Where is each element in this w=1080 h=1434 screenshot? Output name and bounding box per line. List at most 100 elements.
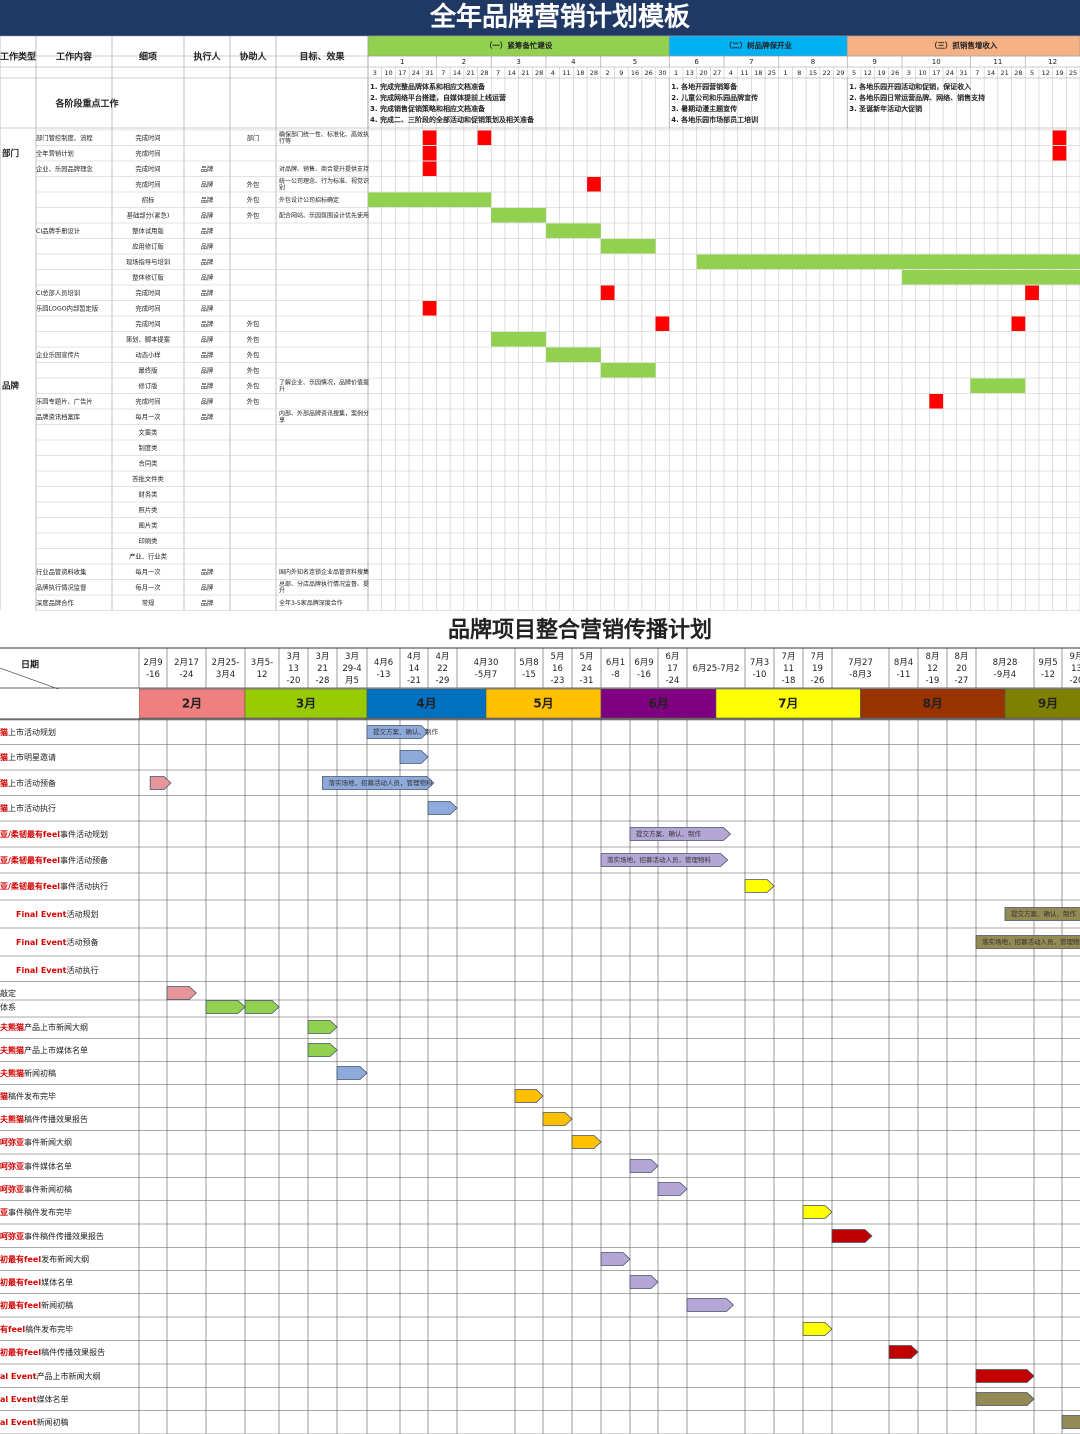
text-line: 2月25- (212, 658, 240, 668)
text-line: 3月 (287, 652, 301, 662)
task-text: 产品上市新闻大纲 (24, 1022, 88, 1032)
month-band-label: 2月 (182, 697, 202, 711)
task-label: 亚/柔韧最有feel事件活动规划 (0, 829, 108, 839)
task-arrow (1004, 907, 1080, 921)
week-label: 8月 20 -27 (955, 652, 969, 686)
task-label: 猫稿件发布完毕 (0, 1091, 56, 1101)
task-highlight: 猫 (0, 803, 8, 813)
text-line: 外包设计公司招标确定 (279, 195, 339, 203)
task-arrow (1061, 1415, 1080, 1429)
text-line: -28 (316, 676, 330, 686)
work-content: 品牌执行情况监督 (36, 582, 86, 591)
phase-goal: 3. 暑期动漫主题宣传 (671, 104, 737, 113)
goal: 确保部门统一性、标准化、高效执行等 (279, 130, 369, 145)
day-label: 2 (606, 69, 610, 77)
text-line: 内部、外部品牌资讯搜集，案例分 (279, 409, 369, 417)
month-band-label: 5月 (533, 697, 553, 711)
label-band (0, 689, 139, 718)
owner: 品牌 (201, 226, 214, 235)
text-line: 13 (1071, 664, 1080, 674)
text-line: -24 (666, 676, 680, 686)
task-highlight: 初最有feel (0, 1300, 41, 1310)
day-label: 19 (877, 69, 885, 77)
text-line: -19 (926, 676, 940, 686)
assistant: 外包 (247, 350, 260, 359)
week-label: 6月1 -8 (606, 658, 625, 680)
day-label: 28 (590, 69, 598, 77)
goal: 了解企业、乐园情况，品牌价值提升 (279, 378, 369, 393)
task-label: al Event产品上市新闻大纲 (0, 1371, 101, 1381)
month-band-label: 3月 (296, 697, 316, 711)
task-text: 稿件发布完毕 (8, 1091, 56, 1101)
owner: 品牌 (201, 164, 214, 173)
text-line: 7月3 (750, 658, 769, 668)
task-highlight: 夫熊猫 (0, 1114, 24, 1124)
day-label: 12 (864, 69, 872, 77)
owner: 品牌 (201, 195, 214, 204)
task-arrow (975, 1392, 1035, 1406)
column-header: 细项 (139, 51, 157, 63)
text-line: 6月1 (606, 658, 625, 668)
task-highlight: 夫熊猫 (0, 1022, 24, 1032)
day-label: 31 (959, 69, 967, 77)
day-label: 19 (1055, 69, 1063, 77)
task-arrow (427, 801, 458, 815)
task-highlight: al Event (0, 1418, 37, 1427)
day-label: 25 (1069, 69, 1077, 77)
day-label: 7 (975, 69, 979, 77)
day-label: 22 (823, 69, 831, 77)
day-label: 31 (425, 69, 433, 77)
column-header: 执行人 (193, 51, 221, 63)
work-content: 品牌资讯档案库 (36, 412, 80, 421)
owner: 品牌 (201, 303, 214, 312)
task-arrow (399, 750, 429, 764)
text-line: -8月3 (849, 670, 871, 680)
day-label: 15 (809, 69, 817, 77)
task-label: Final Event活动预备 (16, 937, 98, 947)
task-highlight: 夫熊猫 (0, 1045, 24, 1055)
month-band-label: 4月 (416, 697, 436, 711)
task-bar (422, 161, 437, 176)
day-label: 9 (619, 69, 623, 77)
month-label: 7 (749, 58, 753, 66)
week-label: 3月 13 -20 (287, 652, 301, 686)
text-line: 6月 (666, 652, 680, 662)
goal: 配合网站、乐园氛围设计优先使用 (279, 211, 369, 219)
text-line: 4月30 (474, 658, 499, 668)
task-highlight: 猫 (0, 752, 8, 762)
task-arrow (322, 776, 435, 790)
goal: 国内外知名连锁企业品管资料搜集 (279, 567, 369, 575)
task-highlight: 初最有feel (0, 1347, 41, 1357)
task-bar (477, 130, 492, 145)
text-line: -29 (436, 676, 450, 686)
phase-goal: 4. 完成二、三阶段的全部活动和促销策划及相关准备 (370, 115, 535, 124)
month-label: 10 (932, 58, 941, 66)
task-highlight: al Event (0, 1372, 37, 1381)
text-line: 对品牌、销售、商合提升提供支持 (279, 164, 369, 172)
week-label: 5月 24 -31 (580, 652, 594, 686)
day-label: 24 (412, 69, 420, 77)
task-highlight: 亚/柔韧最有feel (0, 829, 60, 839)
task-bar (600, 285, 615, 300)
day-label: 26 (645, 69, 653, 77)
day-label: 29 (836, 69, 844, 77)
text-line: -24 (180, 670, 194, 680)
text-line: 3月 (316, 652, 330, 662)
task-text: 活动执行 (66, 965, 98, 975)
work-detail: 财务类 (139, 489, 159, 498)
task-text: 稿件发布完毕 (25, 1324, 73, 1334)
month-band (600, 688, 717, 719)
day-label: 14 (453, 69, 461, 77)
phase-name: （三）抓销售增收入 (930, 40, 998, 50)
work-detail: 策划、脚本提案 (126, 334, 171, 343)
day-label: 4 (729, 69, 733, 77)
text-line: -20 (1070, 676, 1080, 686)
week-label: 2月17 -24 (174, 658, 199, 680)
task-label: 夫熊猫稿件传播效果报告 (0, 1114, 88, 1124)
text-line: 4月 (407, 652, 421, 662)
week-label: 3月 21 -28 (316, 652, 330, 686)
text-line: -16 (637, 670, 651, 680)
text-line: 24 (581, 664, 592, 674)
phase-header (846, 35, 1080, 57)
work-detail: 现场指导与培训 (126, 257, 170, 266)
